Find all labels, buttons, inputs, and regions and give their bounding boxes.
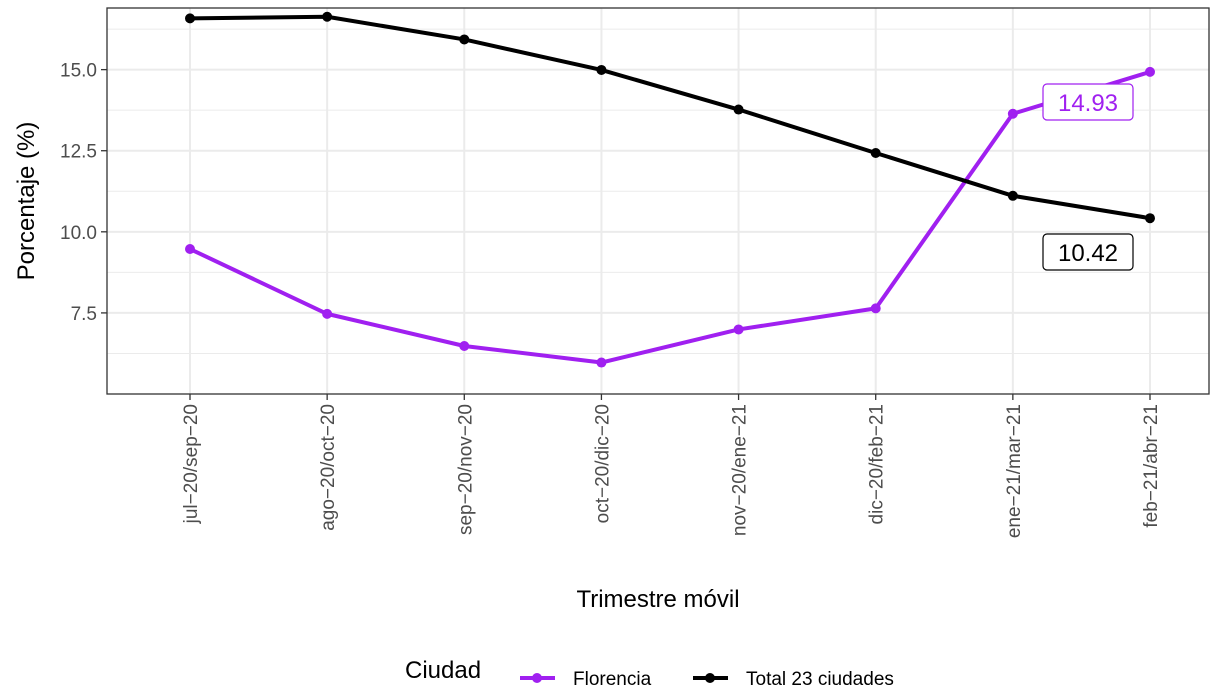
axes: 7.5 10.0 12.5 15.0 jul−20/sep−20 ago−20/oct−2… — [60, 61, 1162, 539]
data-point — [322, 11, 333, 22]
plot-panel-border — [106, 7, 1210, 395]
end-label-box — [1042, 83, 1134, 121]
series-layer — [185, 11, 1155, 368]
x-tick-label: oct−20/dic−20 — [592, 404, 613, 523]
x-axis-title: Trimestre móvil — [576, 586, 739, 613]
data-point — [322, 308, 333, 319]
data-point — [1007, 190, 1018, 201]
data-point — [1007, 108, 1018, 119]
legend-key-florencia-point — [532, 673, 542, 683]
legend-label-total: Total 23 ciudades — [746, 669, 894, 690]
end-label-text: 10.42 — [1058, 240, 1118, 267]
x-tick-label: ene−21/mar−21 — [1004, 404, 1025, 538]
end-label-1: 10.42 — [1042, 233, 1134, 271]
end-label-text: 14.93 — [1058, 90, 1118, 117]
data-point — [870, 303, 881, 314]
data-point — [733, 324, 744, 335]
y-tick-label: 7.5 — [71, 304, 97, 325]
x-tick-label: nov−20/ene−21 — [730, 404, 751, 536]
x-tick-label: feb−21/abr−21 — [1141, 404, 1162, 528]
data-point — [870, 147, 881, 158]
gridlines — [107, 8, 1209, 394]
legend: Ciudad Florencia Total 23 ciudades — [405, 657, 894, 690]
data-point — [596, 64, 607, 75]
legend-key-total-point — [705, 673, 715, 683]
data-point — [459, 34, 470, 45]
data-point — [1145, 213, 1155, 224]
end-labels: 14.93 10.42 — [1042, 83, 1134, 271]
data-point — [185, 244, 195, 255]
data-point — [185, 13, 195, 24]
y-tick-label: 12.5 — [60, 142, 97, 163]
end-label-box — [1042, 233, 1134, 271]
series-line — [188, 14, 1152, 221]
legend-title: Ciudad — [405, 657, 481, 684]
x-tick-label: jul−20/sep−20 — [181, 404, 202, 524]
x-tick-label: sep−20/nov−20 — [455, 404, 476, 535]
x-tick-label: ago−20/oct−20 — [318, 404, 339, 531]
series-line — [188, 69, 1152, 365]
series-1 — [185, 11, 1155, 224]
series-0 — [185, 66, 1155, 368]
data-point — [596, 357, 607, 368]
x-tick-label: dic−20/feb−21 — [867, 404, 888, 524]
end-label-0: 14.93 — [1042, 83, 1134, 121]
data-point — [459, 340, 470, 351]
data-point — [1145, 66, 1155, 77]
y-axis-title: Porcentaje (%) — [13, 122, 40, 281]
legend-label-florencia: Florencia — [573, 669, 652, 690]
y-tick-label: 15.0 — [60, 61, 97, 82]
y-tick-label: 10.0 — [60, 223, 97, 244]
data-point — [733, 104, 744, 115]
